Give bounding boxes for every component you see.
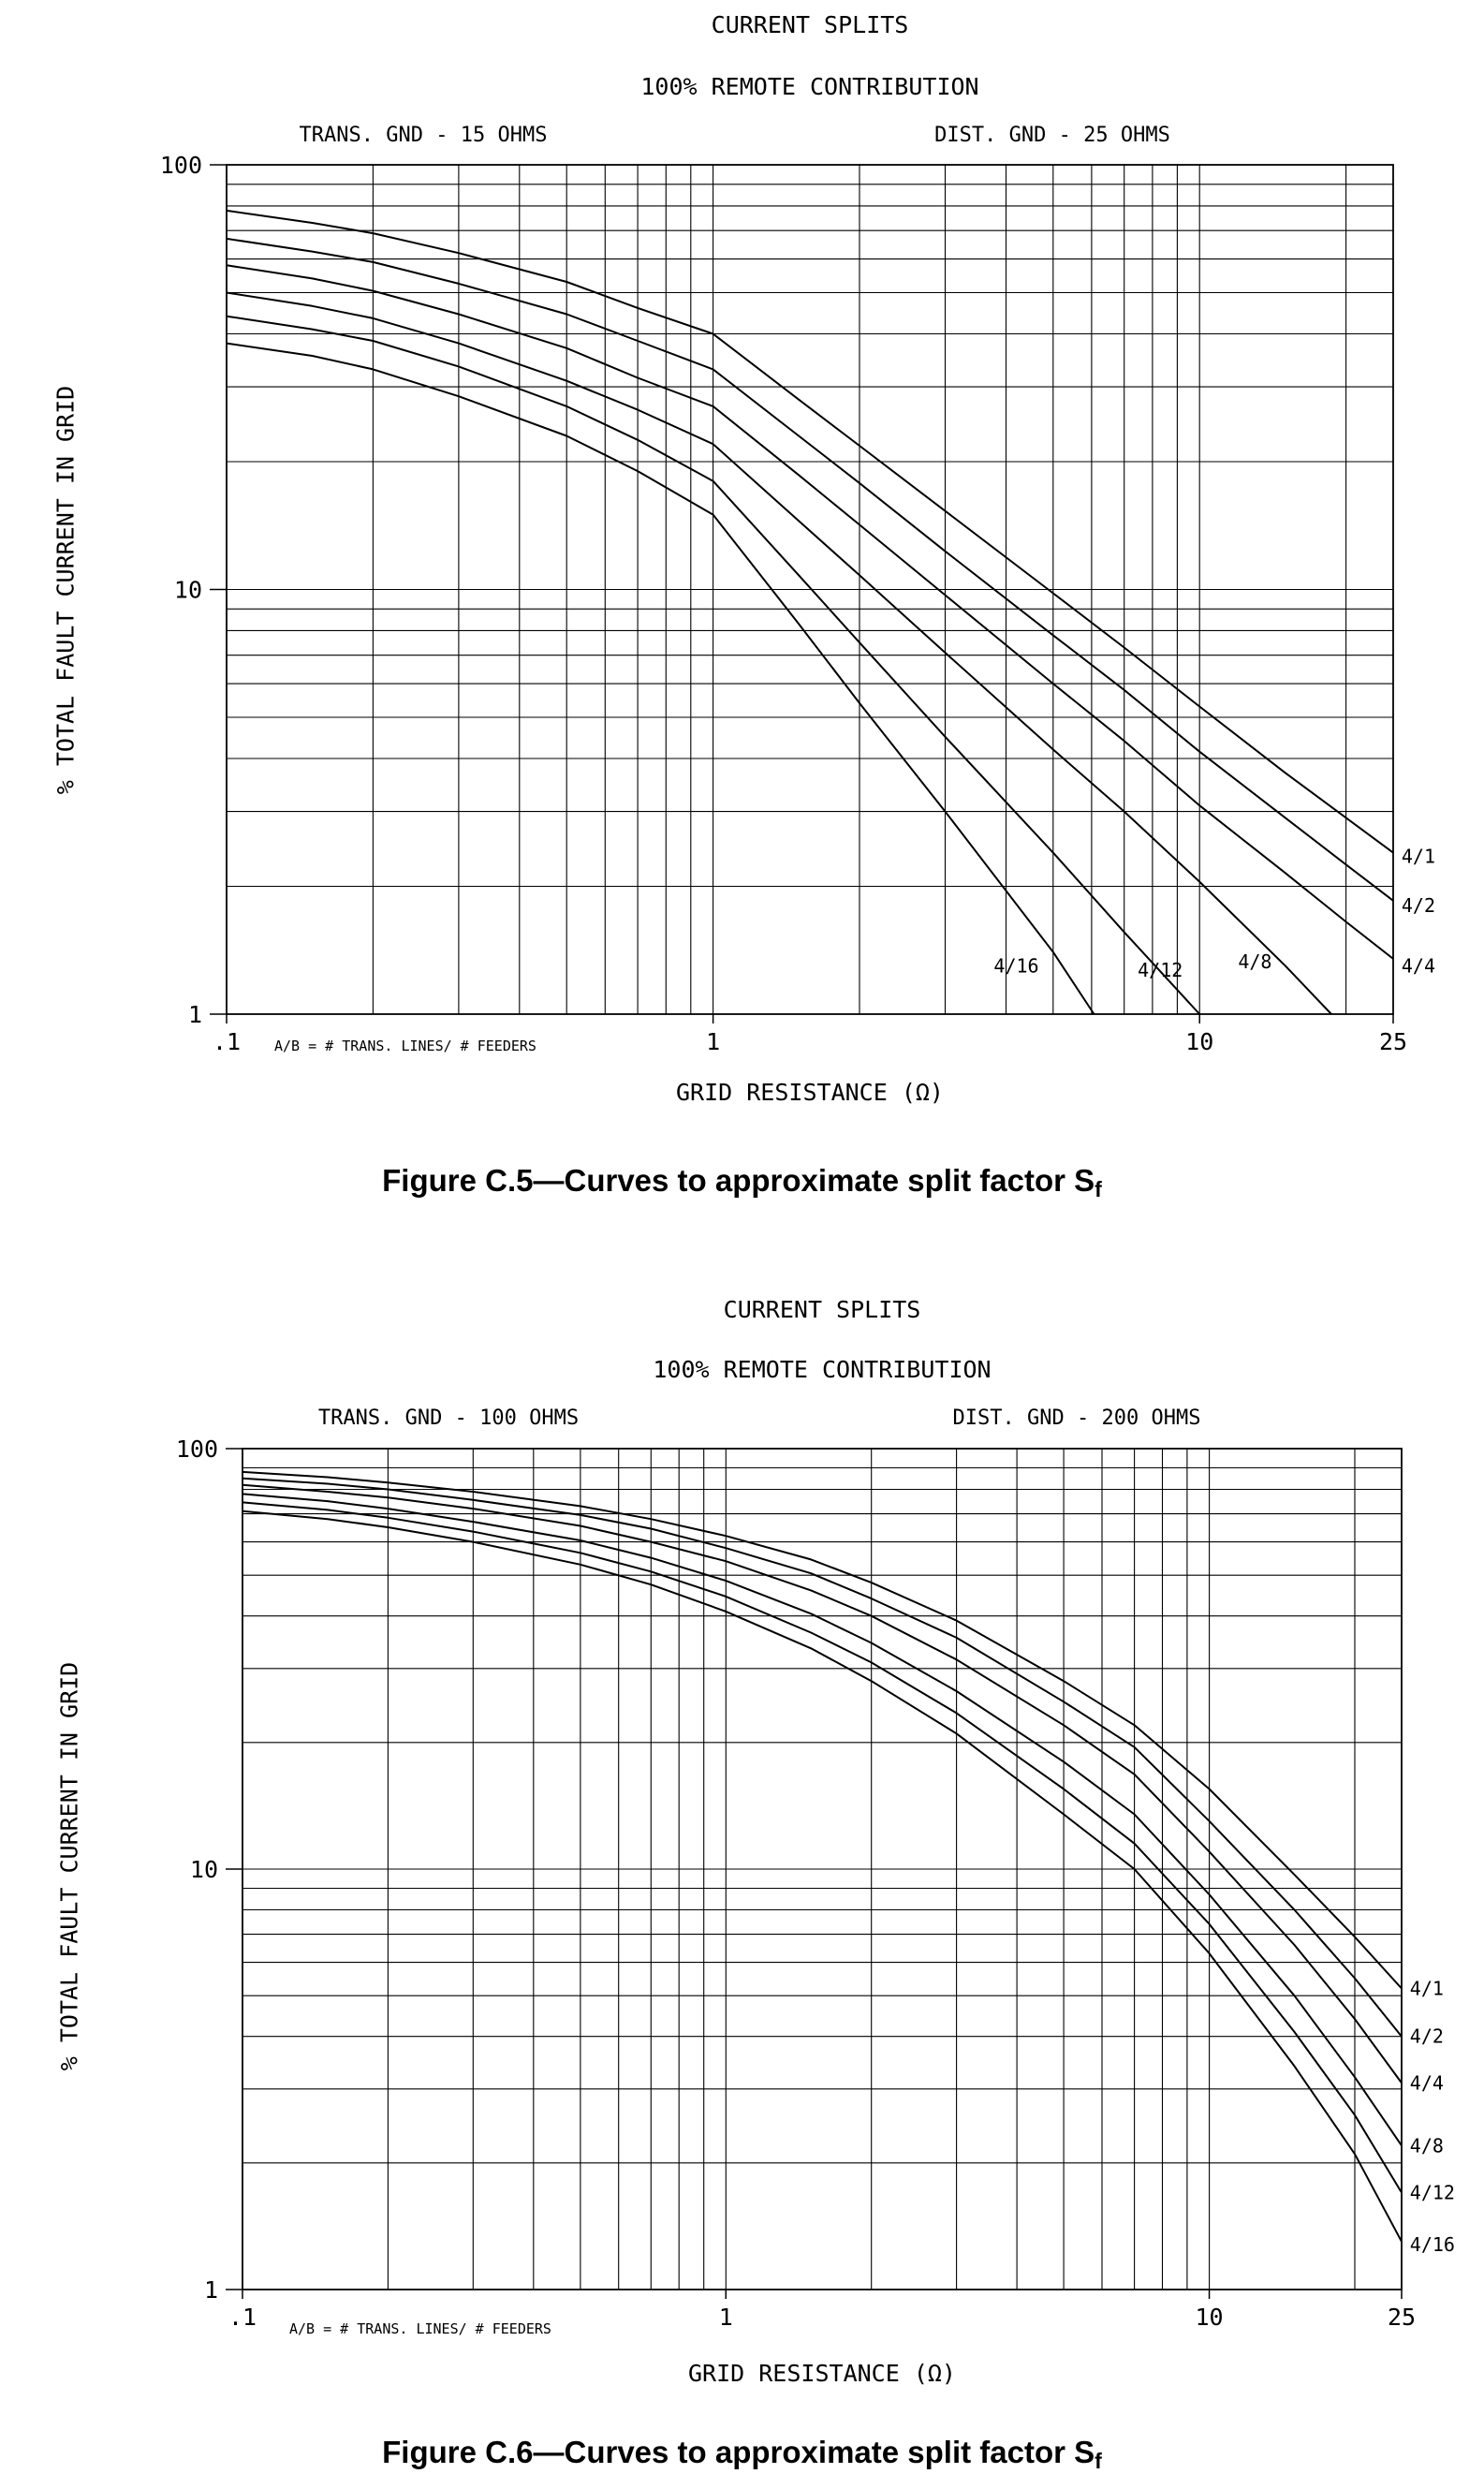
chart-title: CURRENT SPLITS: [723, 1296, 921, 1323]
curve-4/1: [226, 209, 1394, 854]
curve-label-4/16: 4/16: [993, 954, 1038, 977]
x-tick-label: .1: [213, 1028, 241, 1055]
curve-label-4/12: 4/12: [1138, 959, 1183, 981]
curve-label-4/16: 4/16: [1410, 2233, 1455, 2256]
curve-4/8: [242, 1493, 1403, 2146]
curve-4/12: [242, 1501, 1403, 2194]
curve-4/1: [242, 1470, 1403, 1990]
caption-text: Figure C.6—Curves to approximate split f…: [382, 2435, 1095, 2469]
y-axis-label: % TOTAL FAULT CURRENT IN GRID: [51, 385, 80, 795]
condition-right-label: DIST. GND - 200 OHMS: [952, 1406, 1201, 1430]
curve-4/4: [226, 264, 1394, 960]
condition-right-label: DIST. GND - 25 OHMS: [934, 124, 1170, 147]
curve-label-4/8: 4/8: [1238, 950, 1271, 973]
y-tick-label: 1: [188, 1001, 202, 1028]
figure-c6-caption: Figure C.6—Curves to approximate split f…: [0, 2435, 1484, 2474]
y-tick-label: 10: [174, 577, 202, 604]
x-tick-label: .1: [228, 2304, 257, 2331]
caption-text: Figure C.5—Curves to approximate split f…: [382, 1163, 1095, 1198]
caption-subscript: f: [1095, 1176, 1102, 1201]
curve-label-4/2: 4/2: [1402, 894, 1435, 917]
x-tick-label: 1: [719, 2304, 733, 2331]
condition-left-label: TRANS. GND - 15 OHMS: [299, 124, 548, 147]
curve-label-4/4: 4/4: [1410, 2071, 1444, 2094]
y-tick-label: 10: [190, 1856, 218, 1883]
curve-label-4/4: 4/4: [1402, 954, 1435, 977]
chart-subtitle: 100% REMOTE CONTRIBUTION: [640, 73, 979, 100]
chart-title: CURRENT SPLITS: [711, 11, 909, 38]
curve-4/12: [226, 315, 1200, 1015]
axis-note: A/B = # TRANS. LINES/ # FEEDERS: [289, 2320, 551, 2337]
curve-4/16: [226, 342, 1095, 1015]
chart-c5-plot: 1 10 100 .1 1 10 25 4/1 4/2 4/4 4/8 4/12 4/16: [160, 152, 1435, 1055]
curve-label-4/1: 4/1: [1402, 846, 1435, 868]
x-tick-label: 25: [1388, 2304, 1416, 2331]
y-tick-label: 100: [176, 1436, 218, 1463]
curve-4/4: [242, 1483, 1403, 2084]
chart-subtitle: 100% REMOTE CONTRIBUTION: [653, 1356, 992, 1383]
curve-4/16: [242, 1509, 1403, 2243]
figure-c5-caption: Figure C.5—Curves to approximate split f…: [0, 1163, 1484, 1202]
curve-label-4/1: 4/1: [1410, 1978, 1444, 2000]
axis-note: A/B = # TRANS. LINES/ # FEEDERS: [274, 1038, 536, 1054]
curve-4/2: [226, 237, 1394, 902]
figure-c6: 1 10 100 .1 1 10 25 4/1 4/2 4/4 4/8 4/12 4/16 CURREN…: [0, 1274, 1484, 2473]
y-tick-label: 100: [160, 152, 202, 179]
y-tick-label: 1: [204, 2276, 218, 2304]
curve-4/2: [242, 1477, 1403, 2038]
x-axis-label: GRID RESISTANCE (Ω): [688, 2360, 956, 2387]
y-axis-label: % TOTAL FAULT CURRENT IN GRID: [55, 1661, 83, 2071]
x-axis-label: GRID RESISTANCE (Ω): [676, 1079, 944, 1106]
caption-subscript: f: [1095, 2448, 1102, 2473]
curve-label-4/2: 4/2: [1410, 2025, 1444, 2048]
x-tick-label: 25: [1379, 1028, 1407, 1055]
chart-c6-plot: 1 10 100 .1 1 10 25 4/1 4/2 4/4 4/8 4/12 4/16: [176, 1436, 1455, 2331]
condition-left-label: TRANS. GND - 100 OHMS: [317, 1406, 580, 1430]
x-tick-label: 10: [1195, 2304, 1223, 2331]
x-tick-label: 1: [706, 1028, 720, 1055]
x-tick-label: 10: [1185, 1028, 1213, 1055]
curve-4/8: [226, 291, 1332, 1015]
figure-c5: 1 10 100 .1 1 10 25 4/1 4/2 4/4 4/8 4/12 4/16 CURREN…: [0, 11, 1484, 1202]
curve-label-4/12: 4/12: [1410, 2182, 1455, 2204]
curve-label-4/8: 4/8: [1410, 2134, 1444, 2157]
